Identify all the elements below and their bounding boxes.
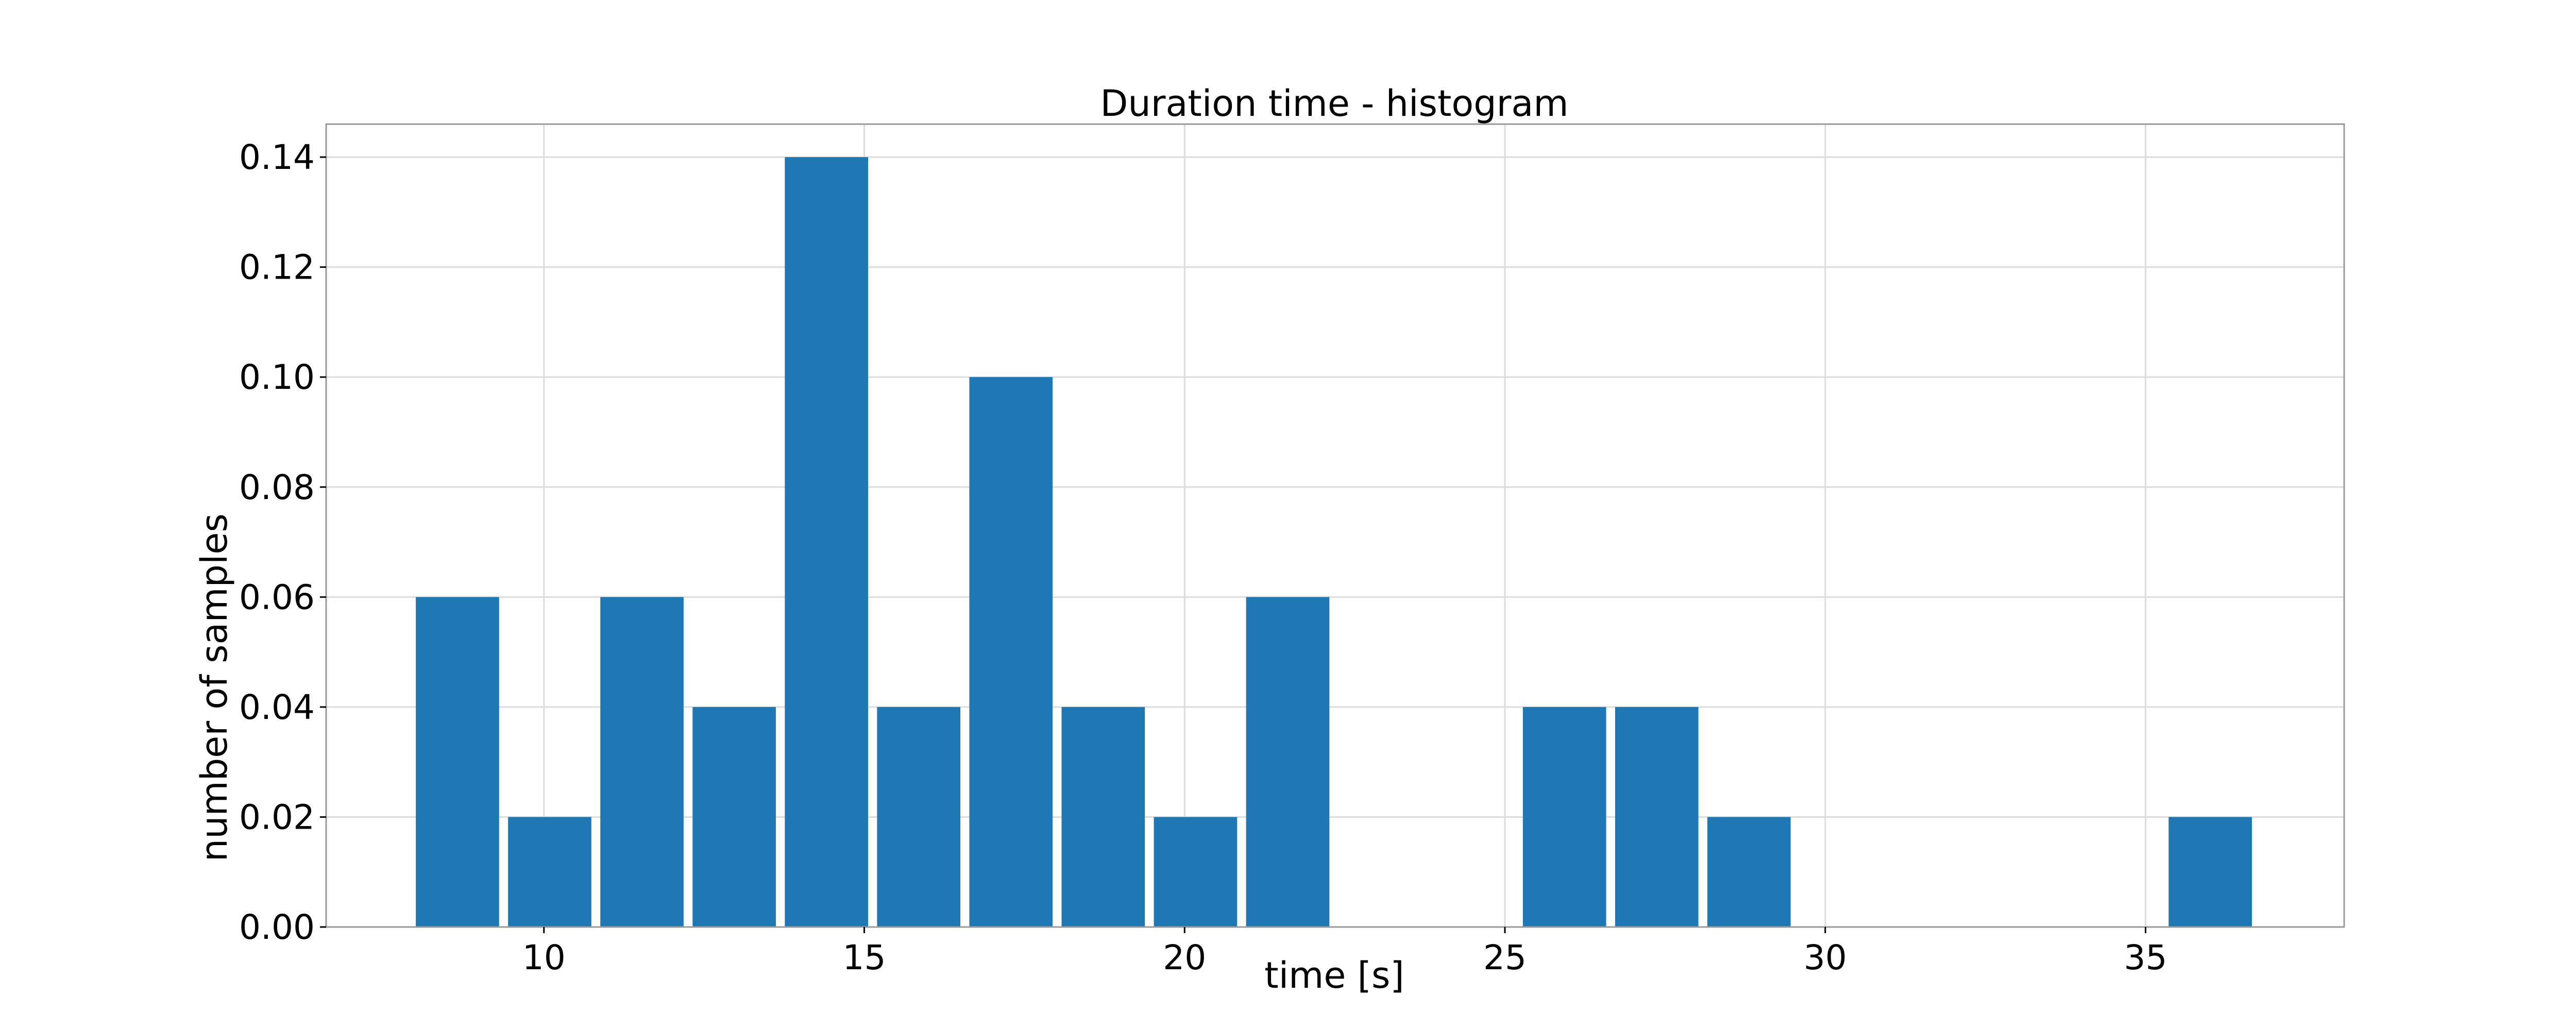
histogram-bar: [785, 157, 868, 927]
x-tick: 15: [843, 927, 886, 977]
x-tick-label: 25: [1483, 938, 1527, 977]
x-axis-ticks: 10 15 20 25 30 35: [522, 927, 2167, 977]
histogram-bar: [1707, 817, 1791, 927]
y-tick: 0.06: [239, 577, 326, 617]
y-tick-label: 0.14: [239, 138, 315, 177]
gridlines: [326, 124, 2344, 928]
y-tick: 0.04: [239, 688, 326, 727]
histogram-bar: [416, 597, 499, 927]
y-tick: 0.14: [239, 138, 326, 177]
y-tick: 0.00: [239, 907, 326, 947]
histogram-bar: [1154, 817, 1238, 927]
histogram-bar: [1061, 707, 1145, 927]
histogram-bar: [2168, 817, 2252, 927]
y-tick: 0.02: [239, 797, 326, 837]
y-tick-label: 0.12: [239, 248, 315, 287]
bars: [416, 157, 2252, 927]
x-tick-label: 30: [1804, 938, 1847, 977]
y-tick: 0.12: [239, 248, 326, 287]
chart-title: Duration time - histogram: [1100, 82, 1568, 125]
y-tick: 0.10: [239, 357, 326, 397]
x-tick-label: 35: [2124, 938, 2167, 977]
y-tick-label: 0.06: [239, 577, 315, 617]
y-tick-label: 0.10: [239, 357, 315, 397]
histogram-bar: [1522, 707, 1606, 927]
histogram-bar: [508, 817, 591, 927]
y-tick: 0.08: [239, 468, 326, 507]
x-tick-label: 20: [1163, 938, 1206, 977]
x-axis-label: time [s]: [1264, 954, 1404, 997]
y-tick-label: 0.00: [239, 907, 315, 947]
y-tick-label: 0.04: [239, 688, 315, 727]
histogram-bar: [877, 707, 961, 927]
histogram-bar: [1246, 597, 1330, 927]
x-tick: 25: [1483, 927, 1527, 977]
histogram-bar: [600, 597, 684, 927]
histogram-bar: [692, 707, 776, 927]
x-tick: 20: [1163, 927, 1206, 977]
x-tick-label: 15: [843, 938, 886, 977]
y-axis-ticks: 0.00 0.02 0.04 0.06 0.08 0.10 0.12 0.14: [239, 138, 326, 947]
y-tick-label: 0.08: [239, 468, 315, 507]
plot-frame: [325, 123, 2345, 928]
x-tick-label: 10: [522, 938, 566, 977]
histogram-bar: [969, 377, 1053, 927]
x-tick: 10: [522, 927, 566, 977]
x-tick: 35: [2124, 927, 2167, 977]
x-tick: 30: [1804, 927, 1847, 977]
y-tick-label: 0.02: [239, 797, 315, 837]
histogram-bar: [1615, 707, 1699, 927]
y-axis-label: number of samples: [193, 513, 235, 862]
